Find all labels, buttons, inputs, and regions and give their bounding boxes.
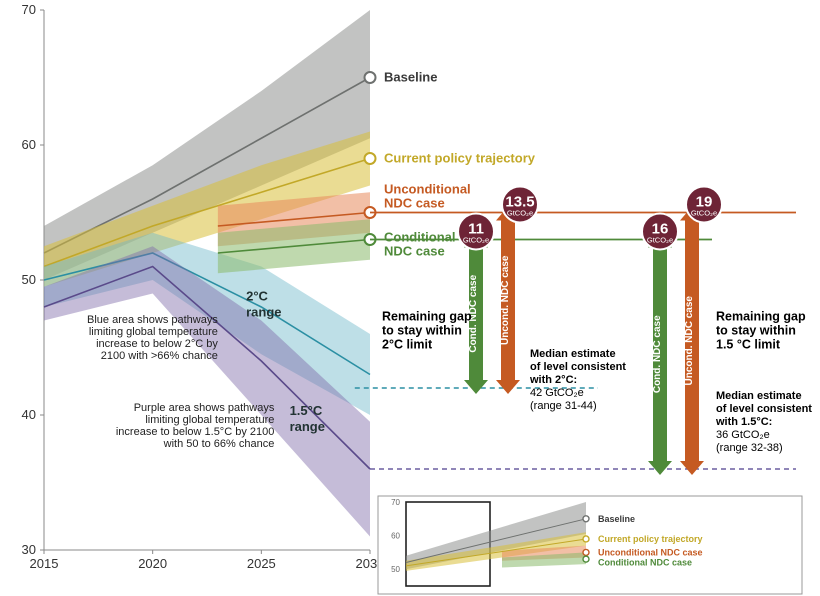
cpt-label: Current policy trajectory bbox=[384, 151, 536, 166]
cond-label-l2: NDC case bbox=[384, 244, 445, 259]
baseline-label: Baseline bbox=[384, 70, 437, 85]
inset-marker bbox=[583, 549, 589, 555]
gap2-median: Median estimate bbox=[530, 348, 616, 360]
inset-legend-baseline: Baseline bbox=[598, 514, 635, 524]
blue-annotation: 2100 with >66% chance bbox=[101, 350, 218, 362]
gap2-cond-bubble-unit: GtCO₂e bbox=[463, 236, 489, 245]
gap2-title: Remaining gap bbox=[382, 310, 472, 324]
gap15-uncond-bubble-unit: GtCO₂e bbox=[691, 209, 717, 218]
gap15-median: (range 32-38) bbox=[716, 442, 783, 454]
gap15-median: 36 GtCO₂e bbox=[716, 429, 770, 441]
y-tick-label: 30 bbox=[22, 542, 36, 557]
inset-marker bbox=[583, 556, 589, 562]
onefive-deg-range-label2: range bbox=[290, 419, 325, 434]
inset-marker bbox=[583, 516, 589, 522]
inset-marker bbox=[583, 536, 589, 542]
gap15-uncond-bar-label: Uncond. NDC case bbox=[684, 296, 695, 386]
two-deg-range-label2: range bbox=[246, 304, 281, 319]
gap2-uncond-bubble-unit: GtCO₂e bbox=[507, 209, 533, 218]
uncond-label-l2: NDC case bbox=[384, 196, 445, 211]
gap15-title: to stay within bbox=[716, 324, 796, 338]
inset-y-tick: 70 bbox=[391, 498, 400, 507]
series-marker bbox=[365, 72, 376, 83]
purple-annotation: with 50 to 66% chance bbox=[163, 438, 275, 450]
blue-annotation: limiting global temperature bbox=[89, 326, 218, 338]
cond-label-l1: Conditional bbox=[384, 230, 456, 245]
x-tick-label: 2020 bbox=[138, 556, 167, 571]
x-tick-label: 2015 bbox=[30, 556, 59, 571]
emissions-gap-chart: 304050607020152020202520302°Crange1.5°Cr… bbox=[0, 0, 820, 596]
gap2-title: 2°C limit bbox=[382, 338, 433, 352]
inset-legend-uncond: Unconditional NDC case bbox=[598, 547, 703, 557]
y-tick-label: 70 bbox=[22, 2, 36, 17]
onefive-deg-range-label: 1.5°C bbox=[290, 403, 323, 418]
y-tick-label: 60 bbox=[22, 137, 36, 152]
gap15-cond-bar-label: Cond. NDC case bbox=[652, 315, 663, 393]
inset-legend-cond: Conditional NDC case bbox=[598, 557, 692, 567]
x-tick-label: 2025 bbox=[247, 556, 276, 571]
gap2-title: to stay within bbox=[382, 324, 462, 338]
gap15-median: of level consistent bbox=[716, 403, 812, 415]
gap2-uncond-bar-label: Uncond. NDC case bbox=[500, 255, 511, 345]
blue-annotation: Blue area shows pathways bbox=[87, 314, 218, 326]
gap2-median: of level consistent bbox=[530, 361, 626, 373]
gap15-title: Remaining gap bbox=[716, 310, 806, 324]
gap2-median: with 2°C: bbox=[529, 374, 577, 386]
purple-annotation: limiting global temperature bbox=[145, 414, 274, 426]
blue-annotation: increase to below 2°C by bbox=[96, 338, 218, 350]
onefive-deg-band bbox=[44, 246, 370, 536]
inset-y-tick: 60 bbox=[391, 532, 400, 541]
purple-annotation: Purple area shows pathways bbox=[134, 402, 275, 414]
gap2-median: (range 31-44) bbox=[530, 400, 597, 412]
series-marker bbox=[365, 153, 376, 164]
uncond-label-l1: Unconditional bbox=[384, 182, 471, 197]
inset-legend-cpt: Current policy trajectory bbox=[598, 534, 703, 544]
gap2-median: 42 GtCO₂e bbox=[530, 387, 584, 399]
purple-annotation: increase to below 1.5°C by 2100 bbox=[116, 426, 275, 438]
inset-panel bbox=[378, 496, 802, 594]
y-tick-label: 50 bbox=[22, 272, 36, 287]
gap15-cond-bubble-unit: GtCO₂e bbox=[647, 236, 673, 245]
gap15-title: 1.5 °C limit bbox=[716, 338, 781, 352]
gap15-median: Median estimate bbox=[716, 390, 802, 402]
y-tick-label: 40 bbox=[22, 407, 36, 422]
gap15-median: with 1.5°C: bbox=[715, 416, 772, 428]
inset-y-tick: 50 bbox=[391, 565, 400, 574]
two-deg-range-label: 2°C bbox=[246, 288, 268, 303]
